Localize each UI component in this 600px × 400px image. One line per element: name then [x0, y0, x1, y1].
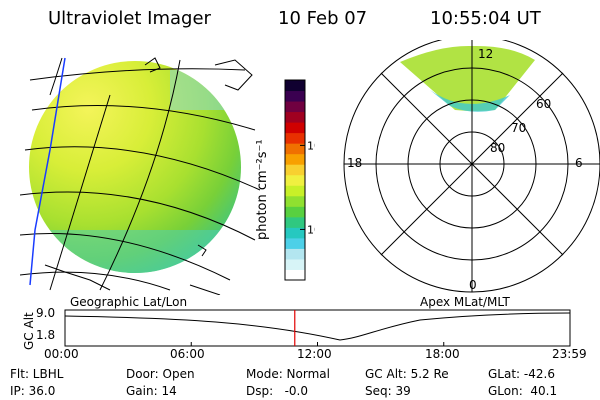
date-label: 10 Feb 07 [278, 8, 368, 29]
instrument-title: Ultraviolet Imager [48, 8, 211, 29]
terminator-line [29, 57, 66, 286]
colorbar-swatch [285, 269, 305, 281]
altitude-ytick-max: 9.0 [36, 306, 56, 320]
time-label: 10:55:04 UT [430, 8, 541, 29]
colorbar-swatch [285, 227, 305, 239]
altitude-xtick-1: 06:00 [170, 347, 205, 361]
colorbar-swatch [285, 195, 305, 207]
geo-map-label: Geographic Lat/Lon [70, 295, 188, 309]
altitude-plot [64, 309, 571, 347]
mlt-label-18: 18 [347, 156, 362, 170]
filter-info: Flt: LBHL [10, 367, 64, 381]
mlt-label-0: 0 [469, 278, 477, 292]
colorbar-swatch [285, 80, 305, 92]
colorbar-swatch [285, 248, 305, 260]
colorbar-swatch [285, 174, 305, 186]
colorbar-swatch [285, 185, 305, 197]
altitude-xtick-2: 12:00 [297, 347, 332, 361]
colorbar-swatch [285, 111, 305, 123]
colorbar-swatch [285, 101, 305, 113]
colorbar-unit-label: photon cm⁻²s⁻¹ [255, 139, 270, 240]
lat-lon-grid [20, 59, 261, 291]
polar-plot-label: Apex MLat/MLT [420, 295, 510, 309]
altitude-ylabel: GC Alt [22, 312, 36, 350]
colorbar-swatch [285, 258, 305, 270]
altitude-ytick-min: 1.8 [36, 328, 56, 342]
auroral-data [400, 45, 535, 111]
ip-info: IP: 36.0 [10, 384, 56, 398]
colorbar-swatch [285, 132, 305, 144]
dsp-info: Dsp: -0.0 [246, 384, 309, 398]
colorbar-swatch [285, 237, 305, 249]
altitude-xtick-0: 00:00 [44, 347, 79, 361]
colorbar-swatch [285, 216, 305, 228]
mlat-label-70: 70 [511, 121, 526, 135]
glat-info: GLat: -42.6 [488, 367, 555, 381]
glon-info: GLon: 40.1 [488, 384, 558, 398]
colorbar-tick-label: 10 [307, 223, 315, 236]
geographic-map [20, 57, 261, 295]
colorbar-swatch [285, 122, 305, 134]
mlat-label-80: 80 [490, 141, 505, 155]
colorbar-tick-label: 100 [307, 139, 315, 152]
colorbar-swatch [285, 206, 305, 218]
altitude-curve [64, 312, 571, 341]
colorbar: 100 10 [284, 79, 315, 281]
altitude-xtick-4: 23:59 [552, 347, 587, 361]
mlat-label-60: 60 [536, 97, 551, 111]
colorbar-swatch [285, 153, 305, 165]
gain-info: Gain: 14 [126, 384, 177, 398]
mlt-label-6: 6 [575, 156, 583, 170]
gc-alt-info: GC Alt: 5.2 Re [365, 367, 449, 381]
door-info: Door: Open [126, 367, 195, 381]
colorbar-swatch [285, 143, 305, 155]
coastlines [44, 57, 253, 295]
mode-info: Mode: Normal [246, 367, 330, 381]
seq-info: Seq: 39 [365, 384, 411, 398]
colorbar-swatch [285, 164, 305, 176]
mlt-label-12: 12 [478, 47, 493, 61]
colorbar-swatch [285, 90, 305, 102]
altitude-xtick-3: 18:00 [425, 347, 460, 361]
polar-plot: 12 18 6 0 60 70 80 [343, 40, 600, 293]
